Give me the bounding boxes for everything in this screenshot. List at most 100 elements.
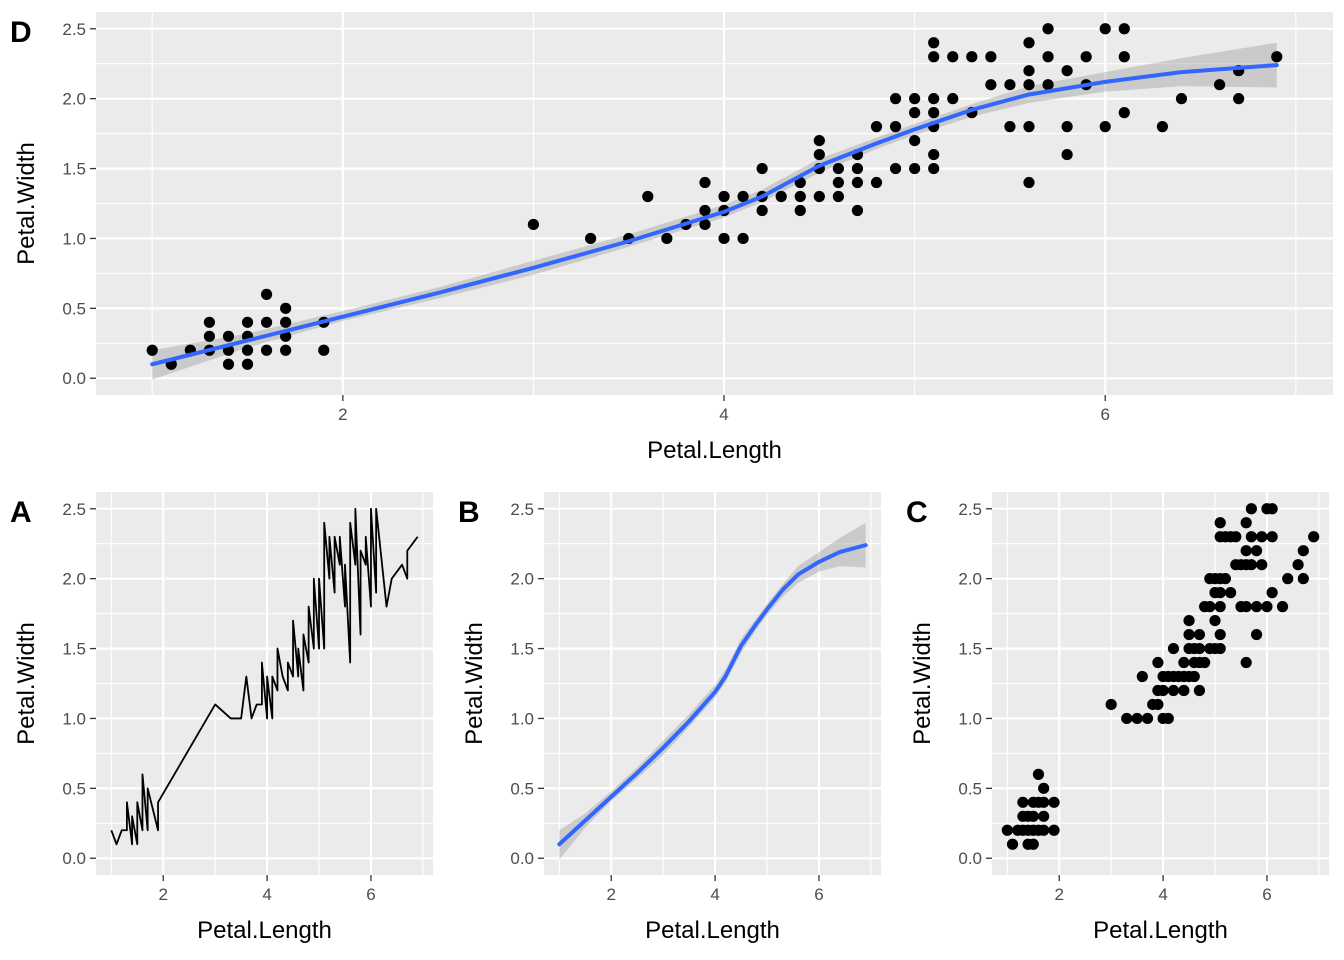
data-point	[928, 93, 940, 105]
data-point	[1027, 810, 1039, 822]
data-point	[280, 302, 292, 314]
data-point	[813, 148, 825, 161]
data-point	[928, 148, 940, 161]
x-tick-label: 6	[1100, 405, 1109, 424]
data-point	[756, 162, 768, 175]
data-point	[146, 344, 158, 356]
data-point	[985, 79, 997, 91]
data-point	[241, 316, 254, 328]
data-point	[1213, 79, 1226, 91]
data-point	[1240, 656, 1252, 669]
data-point	[718, 190, 730, 203]
data-point	[851, 176, 864, 189]
x-tick-label: 2	[338, 405, 347, 424]
data-point	[1167, 684, 1180, 697]
data-point	[661, 232, 673, 245]
data-point	[1178, 684, 1190, 697]
data-point	[813, 135, 825, 147]
data-point	[1167, 642, 1180, 655]
data-point	[1250, 545, 1263, 557]
data-point	[1141, 712, 1154, 725]
x-tick-label: 4	[710, 885, 719, 904]
data-point	[1061, 65, 1073, 77]
data-point	[1118, 51, 1130, 63]
data-point	[1038, 810, 1050, 822]
x-tick-label: 6	[366, 885, 375, 904]
y-tick-label: 2.0	[62, 570, 86, 589]
data-point	[737, 232, 749, 245]
data-point	[851, 204, 864, 217]
y-axis-title: Petal.Width	[461, 622, 488, 745]
x-tick-label: 6	[1262, 885, 1271, 904]
data-point	[1004, 121, 1016, 133]
y-tick-label: 2.0	[62, 90, 86, 109]
data-point	[1152, 698, 1164, 711]
data-point	[1193, 642, 1206, 655]
data-point	[1209, 615, 1221, 627]
data-point	[1042, 23, 1054, 35]
data-point	[1048, 824, 1060, 836]
data-point	[1266, 587, 1278, 599]
y-tick-label: 0.5	[510, 779, 534, 798]
data-point	[794, 204, 806, 217]
data-point	[1136, 670, 1148, 683]
data-point	[1219, 573, 1232, 585]
data-point	[1152, 656, 1164, 669]
y-tick-label: 1.5	[510, 640, 534, 659]
data-point	[1233, 93, 1245, 105]
data-point	[1105, 698, 1117, 711]
data-point	[1156, 121, 1169, 133]
data-point	[1199, 656, 1211, 669]
panel-tag: D	[10, 16, 32, 49]
data-point	[241, 344, 254, 356]
data-point	[1023, 176, 1035, 189]
data-point	[1276, 601, 1289, 613]
data-point	[928, 37, 940, 49]
data-point	[1001, 824, 1013, 836]
y-tick-label: 2.5	[958, 500, 982, 519]
data-point	[1193, 628, 1206, 641]
data-point	[928, 51, 940, 63]
data-point	[1080, 51, 1092, 63]
panel-D: 2 4 6 0.0 0.5 1.0 1.5 2.0 2.5 Petal.Length Petal.W…	[10, 12, 1333, 464]
data-point	[1038, 824, 1050, 836]
data-point	[1266, 531, 1278, 543]
panel-B: 2 4 6 0.0 0.5 1.0 1.5 2.0 2.5 Petal.Length Petal.W…	[458, 492, 881, 944]
data-point	[889, 93, 902, 105]
data-point	[1017, 796, 1029, 808]
data-point	[1193, 684, 1206, 697]
x-axis-title: Petal.Length	[645, 917, 780, 944]
data-point	[280, 344, 292, 356]
y-tick-label: 1.5	[62, 160, 86, 179]
series-line	[110, 507, 419, 846]
data-point	[1121, 712, 1133, 725]
data-point	[1118, 107, 1130, 119]
data-point	[1261, 601, 1273, 613]
data-point	[1214, 517, 1226, 529]
data-point	[222, 358, 235, 370]
panel-tag: C	[906, 496, 928, 529]
y-tick-label: 2.0	[510, 570, 534, 589]
data-point	[1032, 768, 1045, 780]
data-point	[832, 190, 844, 203]
data-point	[1004, 79, 1016, 91]
data-point	[241, 358, 254, 370]
data-point	[203, 330, 216, 342]
data-point	[1214, 628, 1226, 641]
data-point	[1023, 79, 1035, 91]
data-point	[832, 162, 844, 175]
data-point	[718, 232, 730, 245]
data-point	[1271, 51, 1283, 63]
data-point	[794, 190, 806, 203]
data-point	[1131, 712, 1143, 725]
data-point	[909, 162, 921, 175]
y-tick-label: 0.5	[958, 779, 982, 798]
data-point	[260, 344, 273, 356]
data-point	[1292, 559, 1304, 571]
data-point	[1157, 684, 1169, 697]
data-point	[1023, 37, 1035, 49]
data-point	[1188, 670, 1200, 683]
data-point	[260, 288, 273, 300]
data-point	[1023, 121, 1035, 133]
